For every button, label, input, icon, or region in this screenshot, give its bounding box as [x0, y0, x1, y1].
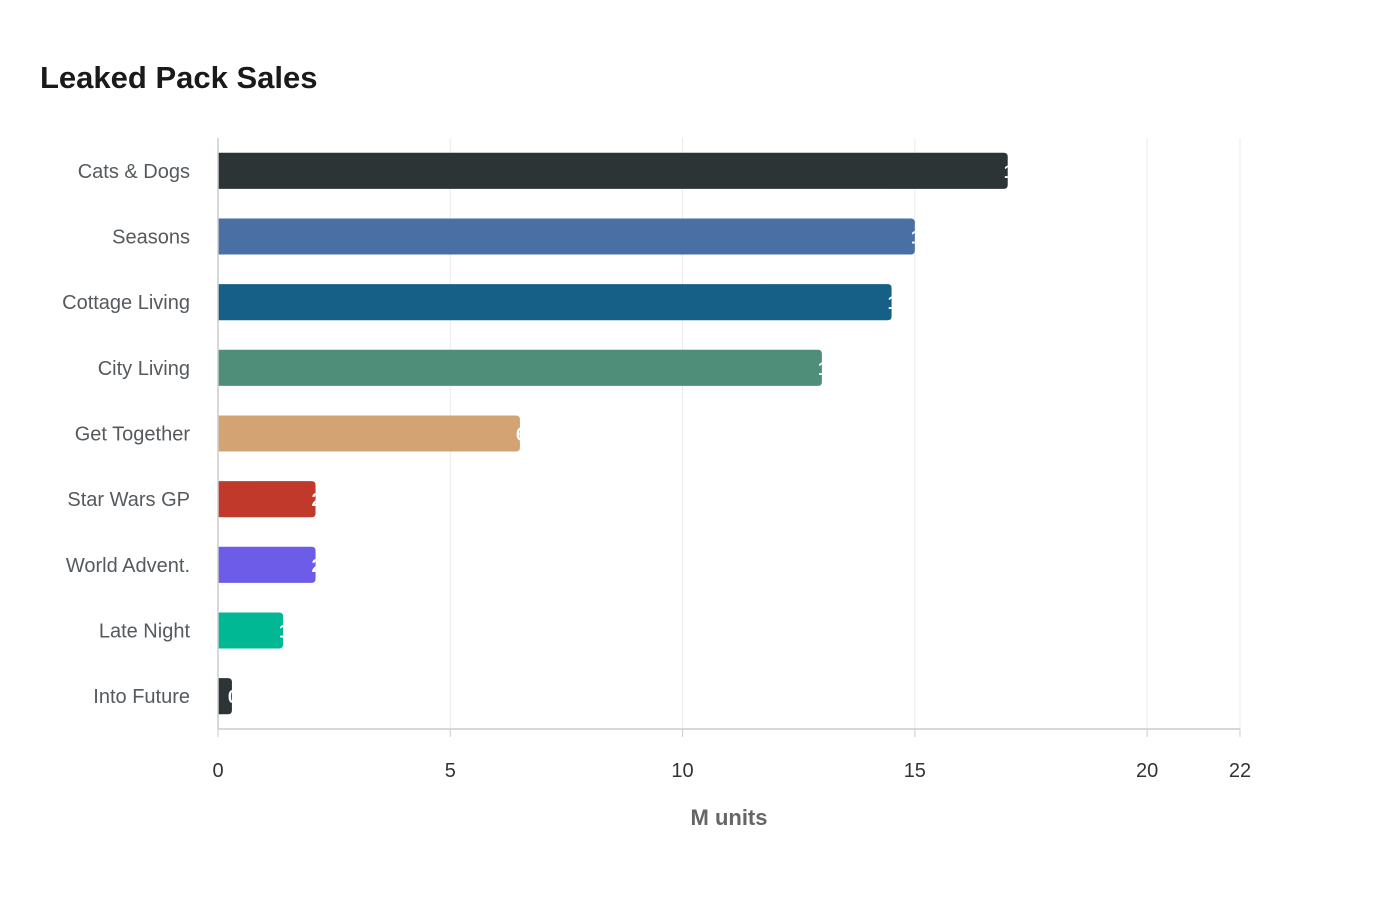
bar[interactable]: [218, 481, 316, 518]
category-label: Star Wars GP: [67, 489, 190, 511]
bar-layer: 17 15 14.5 13 6.5 2.1 2.1 1.4 0.3: [218, 152, 1024, 715]
category-label: Seasons: [112, 227, 190, 249]
x-tick-label: 10: [671, 760, 693, 782]
bar[interactable]: [218, 612, 284, 649]
data-label: 2.1: [312, 490, 337, 510]
bar[interactable]: [218, 678, 232, 715]
x-tick-label: 22: [1229, 760, 1251, 782]
data-label: 2.1: [312, 556, 337, 576]
category-label: Cats & Dogs: [78, 161, 190, 183]
category-label: World Advent.: [66, 555, 190, 577]
x-tick-label: 20: [1136, 760, 1158, 782]
x-tick-label: 5: [445, 760, 456, 782]
chart-title: Leaked Pack Sales: [40, 60, 318, 95]
x-tick-label: 15: [904, 760, 926, 782]
category-label: Late Night: [99, 621, 191, 643]
data-label: 15: [911, 228, 931, 248]
bar[interactable]: [218, 415, 520, 452]
category-label: Cottage Living: [62, 292, 190, 314]
bar[interactable]: [218, 218, 915, 255]
data-label: 13: [818, 359, 838, 379]
x-tick-label: 0: [212, 760, 223, 782]
data-label: 6.5: [516, 425, 541, 445]
category-label: City Living: [98, 358, 190, 380]
category-label: Get Together: [75, 424, 191, 446]
bar[interactable]: [218, 152, 1008, 189]
data-label: 14.5: [888, 293, 923, 313]
category-label: Into Future: [93, 686, 190, 708]
bar[interactable]: [218, 284, 892, 321]
bar[interactable]: [218, 349, 822, 386]
data-label: 17: [1004, 162, 1024, 182]
x-axis-title: M units: [691, 805, 768, 830]
data-label: 0.3: [228, 687, 253, 707]
axis-layer: 0 5 10 15 20 22 Cats & Dogs Seasons Cottage Livi…: [62, 138, 1251, 782]
data-label: 1.4: [279, 622, 304, 642]
bar[interactable]: [218, 546, 316, 583]
